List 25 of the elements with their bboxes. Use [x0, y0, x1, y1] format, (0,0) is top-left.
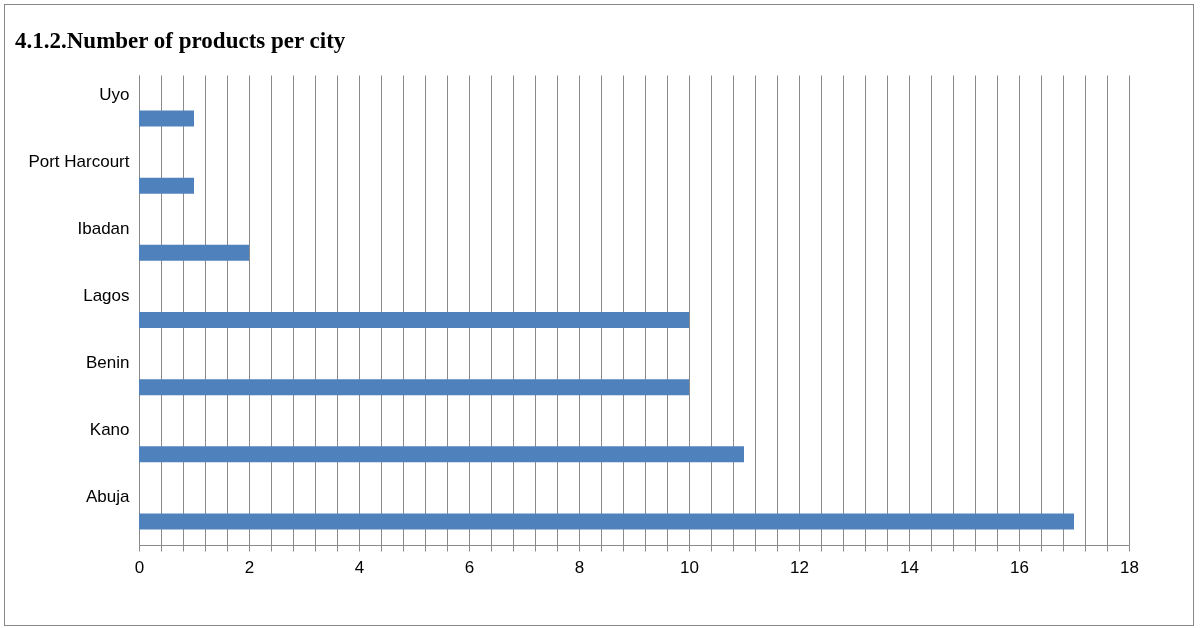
y-tick-label: Abuja: [86, 487, 131, 507]
bar: [139, 312, 689, 328]
x-tick-label: 2: [244, 557, 255, 577]
x-tick-label: 8: [574, 557, 585, 577]
bar: [139, 177, 194, 194]
y-tick-label: Benin: [86, 353, 130, 373]
x-tick-label: 16: [1010, 557, 1029, 577]
chart-title: 4.1.2.Number of products per city: [15, 28, 346, 53]
x-tick-label: 0: [134, 557, 145, 577]
bar: [139, 110, 194, 127]
x-tick-label: 10: [680, 557, 699, 577]
x-tick-label: 18: [1120, 557, 1139, 577]
y-tick-label: Port Harcourt: [28, 151, 130, 171]
x-tick-label: 14: [900, 557, 919, 577]
bar: [139, 446, 744, 463]
bar: [139, 244, 249, 261]
y-tick-label: Kano: [89, 420, 130, 440]
y-tick-label: Uyo: [99, 84, 130, 104]
x-tick-label: 6: [464, 557, 475, 577]
bar: [139, 513, 1074, 530]
x-tick-label: 12: [790, 557, 809, 577]
bar: [139, 379, 689, 396]
y-tick-label: Lagos: [83, 286, 130, 305]
y-tick-label: Ibadan: [77, 218, 130, 238]
x-tick-label: 4: [354, 557, 365, 577]
